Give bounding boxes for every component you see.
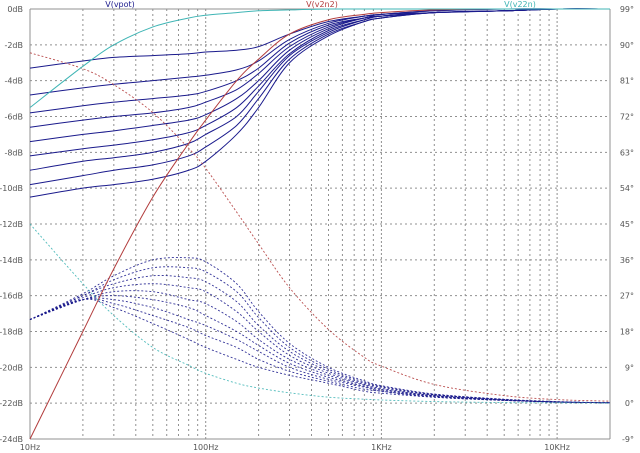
y-tick-left: -14dB	[0, 256, 23, 265]
x-tick: 1KHz	[371, 443, 392, 452]
y-tick-right: 54°	[620, 184, 634, 193]
trace-labels: V(vpot) V(v2n2) V(v22n)	[105, 0, 536, 9]
trace-label: V(v2n2)	[306, 0, 338, 9]
traces	[29, 8, 611, 440]
y-tick-left: -6dB	[4, 113, 23, 122]
y-tick-left: -10dB	[0, 184, 23, 193]
phase-trace-0-2	[29, 297, 611, 404]
y-tick-right: 90°	[620, 41, 634, 50]
y-tick-right: 18°	[620, 328, 634, 337]
y-tick-right: 99°	[620, 5, 634, 14]
magnitude-trace-0-6	[29, 8, 611, 114]
x-tick: 10KHz	[544, 443, 570, 452]
y-tick-right: 36°	[620, 256, 634, 265]
y-tick-right: 63°	[620, 148, 634, 157]
x-tick: 100Hz	[193, 443, 218, 452]
trace-label: V(v22n)	[504, 0, 536, 9]
y-tick-right: 72°	[620, 113, 634, 122]
x-tick: 10Hz	[20, 443, 40, 452]
phase-trace-0-8	[29, 257, 611, 404]
tick-labels: 0dB -2dB -4dB -6dB -8dB -10dB -12dB -14dB -16dB -…	[0, 5, 634, 452]
y-tick-right: 81°	[620, 77, 634, 86]
y-tick-right: -9°	[622, 435, 634, 444]
phase-trace-1-0	[29, 52, 611, 402]
y-tick-left: -2dB	[4, 41, 23, 50]
y-tick-left: -24dB	[0, 435, 23, 444]
y-tick-left: -22dB	[0, 399, 23, 408]
y-tick-left: -16dB	[0, 292, 23, 301]
phase-trace-2-0	[29, 223, 611, 404]
y-tick-right: 45°	[620, 220, 634, 229]
trace-label: V(vpot)	[105, 0, 135, 9]
phase-trace-0-1	[29, 298, 611, 404]
y-tick-right: 27°	[620, 292, 634, 301]
y-tick-right: 0°	[625, 399, 634, 408]
y-tick-left: 0dB	[7, 5, 23, 14]
magnitude-trace-2-0	[29, 8, 610, 108]
y-tick-left: -20dB	[0, 363, 23, 372]
y-tick-right: 9°	[625, 363, 634, 372]
phase-trace-0-4	[29, 290, 611, 404]
y-tick-left: -4dB	[4, 77, 23, 86]
y-tick-left: -18dB	[0, 328, 23, 337]
y-tick-left: -12dB	[0, 220, 23, 229]
y-tick-left: -8dB	[4, 148, 23, 157]
